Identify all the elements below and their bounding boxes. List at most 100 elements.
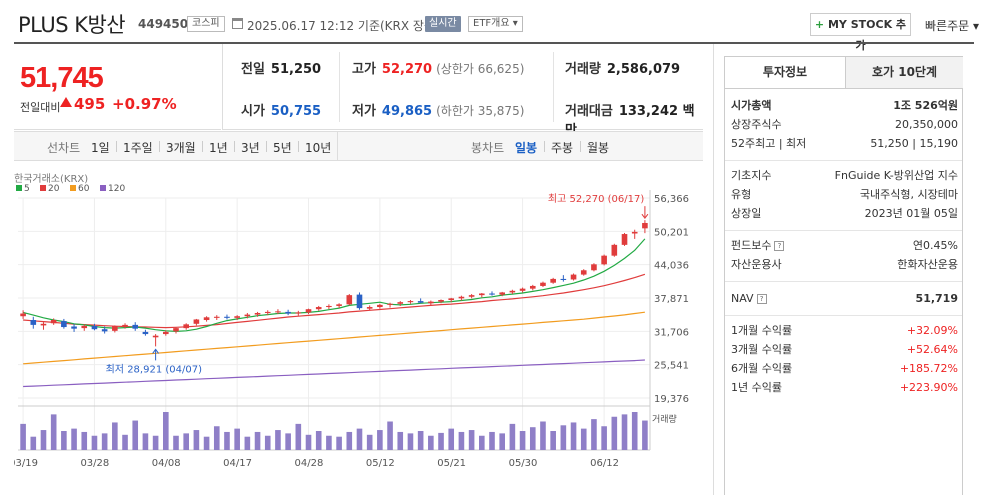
- volume-bar: [438, 432, 444, 450]
- volume-bar: [81, 431, 88, 450]
- info-divider: [725, 160, 962, 161]
- stock-code: 449450: [138, 17, 189, 31]
- candle-body: [142, 331, 149, 335]
- candle-body: [101, 329, 108, 332]
- candle-body: [580, 270, 587, 275]
- legend-swatch: [16, 185, 22, 191]
- info-value: 연0.45%: [912, 239, 958, 252]
- high-price: 고가 52,270 (상한가 66,625): [352, 62, 525, 77]
- info-value: 국내주식형, 시장테마: [859, 188, 958, 201]
- y-tick-label: 19,376: [654, 394, 689, 405]
- info-row: 시가총액 1조 526억원: [731, 98, 958, 114]
- candle-body: [560, 278, 567, 281]
- add-mystock-label: MY STOCK 추가: [827, 18, 907, 52]
- volume-bar: [213, 426, 220, 450]
- volume-bar: [275, 430, 281, 450]
- volume-bar: [264, 435, 271, 450]
- return-row: 3개월 수익률 +52.64%: [731, 342, 958, 358]
- volume-bar: [71, 428, 77, 450]
- volume-bar: [173, 435, 179, 450]
- ma120-line: [23, 359, 645, 388]
- candle-body: [366, 307, 373, 309]
- volume-bar: [580, 428, 587, 450]
- volume-bar: [458, 431, 465, 450]
- candle-body: [621, 234, 628, 245]
- calendar-icon: [232, 18, 243, 29]
- candle-daily[interactable]: 일봉: [515, 141, 538, 155]
- x-tick-label: 04/17: [223, 458, 252, 469]
- candle-body: [540, 282, 546, 286]
- volume-bar: [244, 436, 251, 450]
- candle-body: [234, 316, 240, 318]
- quote-grid: 전일 51,250 고가 52,270 (상한가 66,625) 거래량 2,586,0…: [222, 44, 703, 138]
- volume-bar: [20, 423, 26, 450]
- candle-body: [387, 303, 393, 305]
- info-key: 1년 수익률: [731, 381, 782, 394]
- period-3m[interactable]: 3개월: [166, 141, 196, 155]
- volume-bar: [112, 422, 118, 450]
- candle-body: [275, 311, 281, 313]
- return-row: 6개월 수익률 +185.72%: [731, 361, 958, 377]
- candle-body: [509, 290, 516, 293]
- period-3y[interactable]: 3년: [241, 141, 260, 155]
- candle-body: [428, 301, 434, 304]
- candle-body: [122, 324, 128, 328]
- candle-body: [326, 305, 332, 308]
- candle-body: [193, 319, 200, 324]
- candle-weekly[interactable]: 주봉: [551, 141, 574, 155]
- info-value: 한화자산운용: [897, 258, 958, 271]
- info-value: +223.90%: [899, 381, 958, 394]
- info-row: 펀드보수? 연0.45%: [731, 238, 958, 254]
- candle-body: [61, 321, 67, 328]
- volume-bar: [346, 431, 353, 450]
- info-row: 52주최고 | 최저 51,250 | 15,190: [731, 136, 958, 152]
- add-mystock-button[interactable]: + MY STOCK 추가: [810, 13, 911, 52]
- period-5y[interactable]: 5년: [273, 141, 292, 155]
- candle-body: [448, 298, 455, 301]
- volume-bar: [295, 423, 302, 450]
- volume-bar: [224, 431, 230, 450]
- realtime-button[interactable]: 실시간: [425, 16, 461, 32]
- low-arrow-head: [152, 348, 160, 354]
- y-tick-label: 50,201: [654, 227, 689, 238]
- volume-label: 거래량: [652, 413, 677, 425]
- x-tick-label: 05/12: [366, 458, 395, 469]
- candle-monthly[interactable]: 월봉: [587, 141, 610, 155]
- chart-source: 한국거래소(KRX): [14, 173, 88, 185]
- volume-bar: [448, 428, 455, 450]
- period-10y[interactable]: 10년: [305, 141, 332, 155]
- volume-bar: [499, 433, 505, 450]
- candle-body: [50, 320, 57, 324]
- info-value: 20,350,000: [895, 118, 958, 131]
- tab-investment-info[interactable]: 투자정보: [725, 57, 845, 88]
- high-arrow-head: [641, 213, 649, 219]
- volume-bar: [30, 436, 37, 450]
- help-icon[interactable]: ?: [774, 241, 785, 251]
- candle-body: [295, 312, 302, 314]
- quick-order-dropdown[interactable]: 빠른주문 ▾: [925, 19, 979, 33]
- y-tick-label: 31,706: [654, 327, 689, 338]
- help-icon[interactable]: ?: [756, 294, 767, 304]
- volume-bar: [621, 414, 628, 450]
- candle-body: [499, 292, 505, 295]
- volume-bar: [122, 434, 128, 450]
- info-value: +52.64%: [906, 343, 958, 356]
- tab-order-book[interactable]: 호가 10단계: [845, 57, 963, 88]
- candle-body: [224, 316, 230, 318]
- etf-overview-dropdown[interactable]: ETF개요 ▾: [468, 16, 523, 32]
- candle-body: [305, 309, 312, 313]
- info-key: 상장일: [731, 207, 762, 220]
- period-1y[interactable]: 1년: [209, 141, 228, 155]
- period-1w[interactable]: 1주일: [123, 141, 153, 155]
- info-row: 유형 국내주식형, 시장테마: [731, 187, 958, 203]
- volume-bar: [132, 420, 139, 450]
- change-value: 495: [74, 95, 106, 113]
- plus-icon: +: [814, 18, 825, 31]
- price-chart[interactable]: 한국거래소(KRX)5 20 60 120 56,366 50,201 44,036 37,8…: [14, 162, 703, 495]
- period-1d[interactable]: 1일: [91, 141, 110, 155]
- volume-bar: [285, 433, 291, 450]
- y-tick-label: 25,541: [654, 361, 689, 372]
- volume-bar: [642, 420, 648, 450]
- candle-body: [591, 264, 597, 271]
- volume-bar: [397, 431, 404, 450]
